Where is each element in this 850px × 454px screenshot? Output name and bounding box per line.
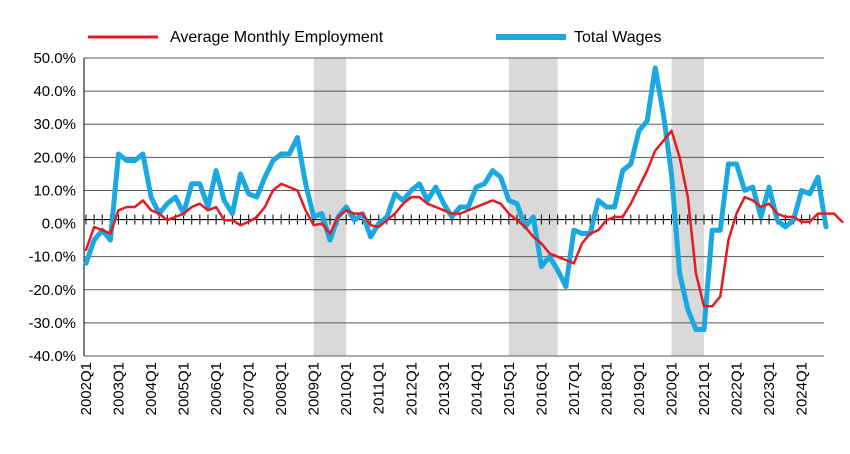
x-tick-label-0: 2002Q1	[78, 362, 95, 415]
x-tick-label-2: 2004Q1	[143, 362, 160, 415]
x-tick-label-4: 2006Q1	[208, 362, 225, 415]
y-tick-label-3: 20.0%	[33, 149, 76, 166]
series-line-employment	[84, 129, 844, 308]
legend: Average Monthly Employment Total Wages	[88, 29, 661, 46]
y-tick-label-9: -40.0%	[28, 348, 76, 365]
x-tick-label-16: 2018Q1	[598, 362, 615, 415]
axes: 50.0% 40.0% 30.0% 20.0% 10.0% 0.0% -10.0% -20.0…	[28, 50, 827, 415]
x-tick-label-3: 2005Q1	[176, 362, 193, 415]
x-tick-label-19: 2021Q1	[696, 362, 713, 415]
x-tick-label-10: 2012Q1	[403, 362, 420, 415]
x-tick-label-20: 2022Q1	[729, 362, 746, 415]
shaded-period-0	[313, 58, 347, 356]
series-lines	[83, 65, 844, 332]
x-tick-label-17: 2019Q1	[631, 362, 648, 415]
x-tick-label-11: 2013Q1	[436, 362, 453, 415]
y-tick-label-1: 40.0%	[33, 83, 76, 100]
y-tick-label-4: 10.0%	[33, 182, 76, 199]
y-tick-label-5: 0.0%	[42, 216, 76, 233]
y-tick-label-6: -10.0%	[28, 249, 76, 266]
x-tick-label-21: 2023Q1	[761, 362, 778, 415]
x-tick-label-7: 2009Q1	[306, 362, 323, 415]
y-tick-label-7: -20.0%	[28, 282, 76, 299]
x-tick-label-9: 2011Q1	[371, 362, 388, 414]
x-tick-label-5: 2007Q1	[241, 362, 258, 415]
y-tick-label-8: -30.0%	[28, 315, 76, 332]
x-tick-label-8: 2010Q1	[338, 362, 355, 415]
y-tick-label-2: 30.0%	[33, 116, 76, 133]
x-tick-label-1: 2003Q1	[111, 362, 128, 415]
x-tick-label-18: 2020Q1	[663, 362, 680, 415]
recession-shading	[313, 58, 705, 356]
x-tick-label-13: 2015Q1	[501, 362, 518, 415]
x-tick-label-12: 2014Q1	[468, 362, 485, 415]
x-tick-label-14: 2016Q1	[533, 362, 550, 415]
x-tick-label-6: 2008Q1	[273, 362, 290, 415]
x-tick-label-22: 2024Q1	[794, 362, 811, 415]
legend-label-wages: Total Wages	[574, 29, 661, 46]
x-tick-label-15: 2017Q1	[566, 362, 583, 415]
legend-label-employment: Average Monthly Employment	[170, 29, 384, 46]
y-tick-label-0: 50.0%	[33, 50, 76, 67]
series-line-wages	[83, 65, 829, 332]
